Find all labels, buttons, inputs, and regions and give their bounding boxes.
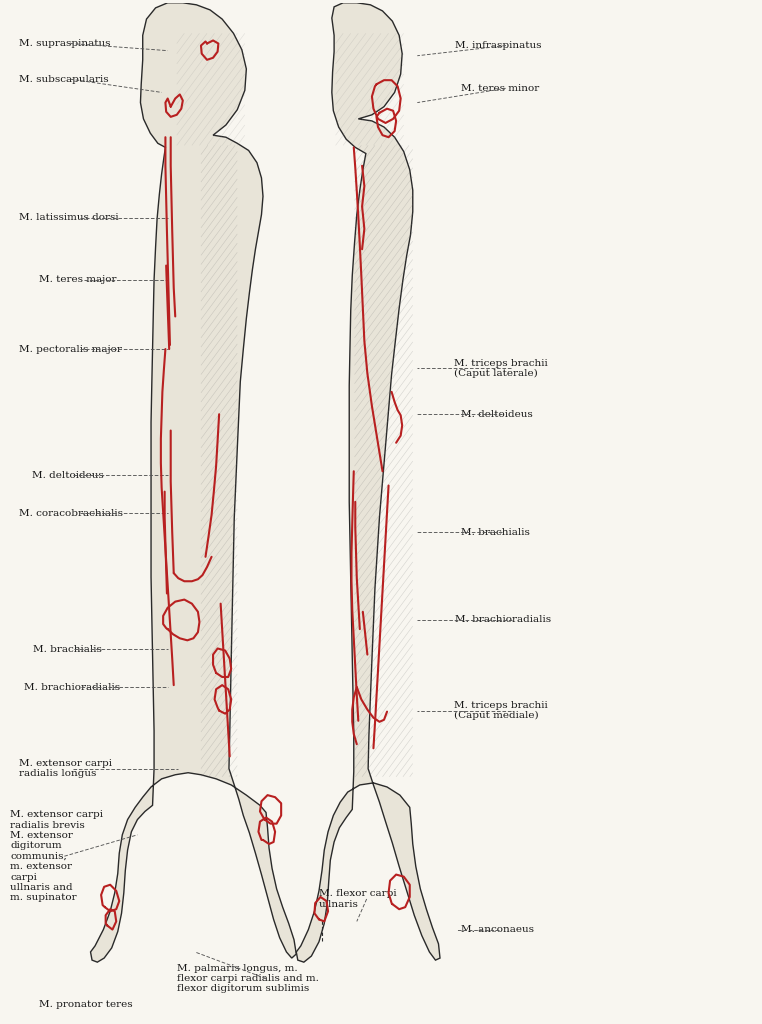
Text: M. extensor carpi
radialis brevis
M. extensor
digitorum
communis,
m. extensor
ca: M. extensor carpi radialis brevis M. ext… <box>11 810 104 902</box>
Text: M. latissimus dorsi: M. latissimus dorsi <box>19 213 119 222</box>
Text: M. brachialis: M. brachialis <box>33 645 102 654</box>
Text: M. subscapularis: M. subscapularis <box>19 75 109 84</box>
Text: M. flexor carpi
ullnaris: M. flexor carpi ullnaris <box>319 889 396 908</box>
Text: M. extensor carpi
radialis longus: M. extensor carpi radialis longus <box>19 759 113 778</box>
Text: M. brachioradialis: M. brachioradialis <box>24 683 120 691</box>
Text: M. anconaeus: M. anconaeus <box>461 925 534 934</box>
Text: M. deltoideus: M. deltoideus <box>461 410 533 419</box>
Text: M. triceps brachii
(Caput mediale): M. triceps brachii (Caput mediale) <box>453 700 547 720</box>
Text: M. infraspinatus: M. infraspinatus <box>455 41 542 50</box>
Text: M. teres major: M. teres major <box>39 275 117 285</box>
Text: M. palmaris longus, m.
flexor carpi radialis and m.
flexor digitorum sublimis: M. palmaris longus, m. flexor carpi radi… <box>177 964 319 993</box>
Polygon shape <box>296 3 440 963</box>
Text: M. brachialis: M. brachialis <box>461 527 530 537</box>
Text: M. triceps brachii
(Caput laterale): M. triceps brachii (Caput laterale) <box>453 358 547 378</box>
Text: M. pectoralis major: M. pectoralis major <box>19 344 122 353</box>
Text: M. teres minor: M. teres minor <box>461 84 539 93</box>
Text: M. brachioradialis: M. brachioradialis <box>455 615 551 625</box>
Text: M. coracobrachialis: M. coracobrachialis <box>19 509 123 517</box>
Text: M. supraspinatus: M. supraspinatus <box>19 39 111 48</box>
Text: M. deltoideus: M. deltoideus <box>31 471 104 480</box>
Text: M. pronator teres: M. pronator teres <box>39 1000 133 1010</box>
Polygon shape <box>91 3 296 963</box>
